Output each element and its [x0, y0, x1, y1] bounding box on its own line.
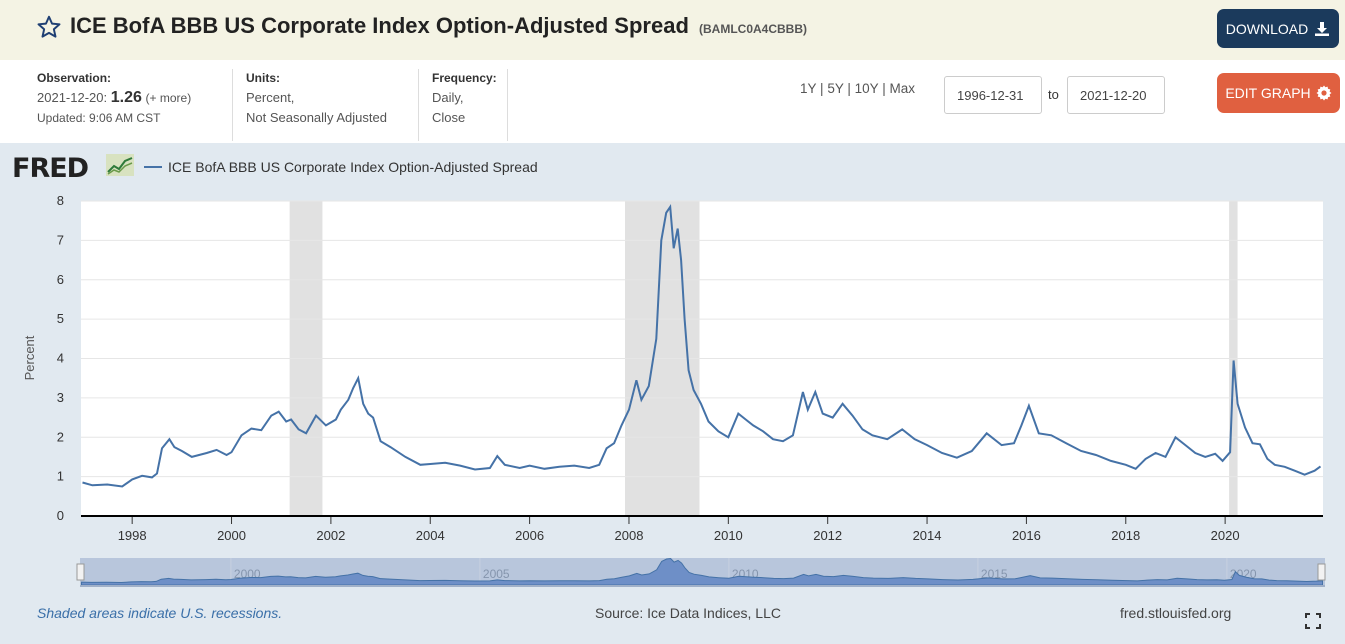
y-tick-label: 6 — [57, 272, 64, 287]
fred-logo: FRED — [12, 153, 89, 184]
navigator-left-handle[interactable] — [76, 563, 85, 581]
range-max[interactable]: Max — [889, 81, 915, 96]
x-tick-label: 2008 — [615, 528, 644, 543]
navigator-scrollbar[interactable] — [80, 585, 1325, 587]
more-link[interactable]: (+ more) — [145, 91, 192, 105]
frequency-line2: Close — [432, 110, 466, 125]
legend-label: ICE BofA BBB US Corporate Index Option-A… — [168, 159, 538, 175]
navigator-series-area — [81, 557, 1323, 586]
y-tick-label: 4 — [57, 351, 64, 366]
units-label: Units: — [246, 71, 280, 85]
x-tick-label: 2002 — [316, 528, 345, 543]
units-line2: Not Seasonally Adjusted — [246, 110, 387, 125]
x-tick-label: 2014 — [913, 528, 942, 543]
recession-note: Shaded areas indicate U.S. recessions. — [37, 605, 283, 621]
source-text: Source: Ice Data Indices, LLC — [595, 605, 781, 621]
to-label: to — [1048, 87, 1059, 102]
x-tick-label: 1998 — [118, 528, 147, 543]
navigator-tick-label: 2005 — [483, 567, 510, 581]
series-id: (BAMLC0A4CBBB) — [699, 22, 808, 36]
navigator-right-handle[interactable] — [1317, 563, 1326, 581]
edit-graph-button[interactable]: EDIT GRAPH — [1217, 73, 1340, 113]
fullscreen-icon[interactable] — [1305, 613, 1321, 629]
gridlines — [81, 200, 1323, 478]
download-icon — [1315, 21, 1330, 36]
frequency-block: Frequency: Daily, Close — [418, 69, 508, 141]
range-5y[interactable]: 5Y — [827, 81, 844, 96]
x-tick-label: 2010 — [714, 528, 743, 543]
x-tick-labels: 1998 2000 2002 2004 2006 2008 2010 2012 2014 2016… — [118, 516, 1240, 543]
gear-icon — [1316, 85, 1332, 101]
chart-area: FRED ICE BofA BBB US Corporate Index Opt… — [0, 143, 1345, 644]
y-axis-label: Percent — [22, 335, 37, 380]
y-tick-label: 5 — [57, 311, 64, 326]
updated-text: Updated: 9:06 AM CST — [37, 111, 161, 125]
observation-label: Observation: — [37, 71, 112, 85]
x-tick-label: 2006 — [515, 528, 544, 543]
series-line — [82, 203, 1322, 488]
fred-logo-text: FRED — [12, 153, 89, 184]
x-tick-label: 2018 — [1111, 528, 1140, 543]
range-separator: | — [847, 81, 851, 96]
observation-block: Observation: 2021-12-20: 1.26 (+ more) U… — [37, 71, 191, 128]
y-tick-label: 3 — [57, 390, 64, 405]
units-block: Units: Percent, Not Seasonally Adjusted — [232, 69, 387, 141]
download-label: DOWNLOAD — [1225, 20, 1309, 37]
edit-graph-label: EDIT GRAPH — [1225, 85, 1311, 101]
observation-value: 1.26 — [110, 89, 142, 106]
y-tick-label: 1 — [57, 469, 64, 484]
download-button[interactable]: DOWNLOAD — [1217, 9, 1339, 48]
series-title-text: ICE BofA BBB US Corporate Index Option-A… — [70, 13, 689, 38]
y-tick-label: 7 — [57, 232, 64, 247]
y-tick-label: 8 — [57, 193, 64, 208]
fred-logo-chart-icon — [106, 154, 134, 176]
series-title: ICE BofA BBB US Corporate Index Option-A… — [70, 13, 807, 39]
site-link[interactable]: fred.stlouisfed.org — [1120, 605, 1232, 621]
start-date-input[interactable]: 1996-12-31 — [944, 76, 1042, 114]
x-tick-label: 2012 — [813, 528, 842, 543]
end-date-input[interactable]: 2021-12-20 — [1067, 76, 1165, 114]
line-chart[interactable]: ICE BofA BBB US Corporate Index Option-A… — [0, 143, 1345, 603]
x-tick-label: 2020 — [1211, 528, 1240, 543]
observation-line: 2021-12-20: 1.26 (+ more) — [37, 88, 191, 108]
x-tick-label: 2000 — [217, 528, 246, 543]
range-1y[interactable]: 1Y — [800, 81, 817, 96]
units-line1: Percent, — [246, 90, 295, 105]
y-tick-label: 0 — [57, 508, 64, 523]
range-10y[interactable]: 10Y — [854, 81, 879, 96]
range-selector: 1Y | 5Y | 10Y | Max — [800, 81, 915, 96]
range-separator: | — [820, 81, 824, 96]
range-navigator[interactable]: 2000 2005 2010 2015 2020 — [0, 556, 1345, 596]
frequency-label: Frequency: — [432, 71, 497, 85]
y-tick-labels: 0 1 2 3 4 5 6 7 8 — [57, 193, 64, 523]
frequency-line1: Daily, — [432, 90, 464, 105]
observation-date: 2021-12-20: — [37, 90, 108, 105]
star-icon[interactable] — [36, 14, 62, 40]
y-tick-label: 2 — [57, 429, 64, 444]
range-separator: | — [882, 81, 886, 96]
x-tick-label: 2016 — [1012, 528, 1041, 543]
x-tick-label: 2004 — [416, 528, 445, 543]
title-bar: ICE BofA BBB US Corporate Index Option-A… — [0, 0, 1345, 60]
